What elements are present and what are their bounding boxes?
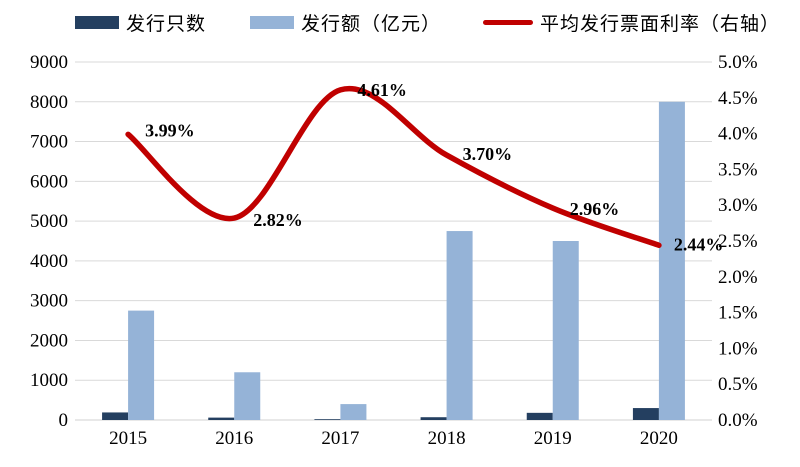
right-axis-tick-label: 3.5%	[718, 159, 758, 180]
issue-count-bar	[208, 417, 235, 420]
legend-item-issue-amount: 发行额（亿元）	[250, 10, 442, 35]
left-axis-tick-label: 2000	[30, 330, 68, 351]
issue-amount-bar	[658, 101, 685, 421]
issue-count-bar	[526, 412, 553, 420]
coupon-rate-point-label: 3.99%	[145, 120, 195, 140]
coupon-rate-point-label: 2.96%	[570, 199, 620, 219]
issue-amount-swatch-icon	[250, 15, 294, 29]
left-axis-tick-label: 4000	[30, 251, 68, 272]
coupon-rate-point-label: 4.61%	[357, 80, 407, 100]
right-axis-tick-label: 0.0%	[718, 410, 758, 431]
legend-item-coupon-rate: 平均发行票面利率（右轴）	[483, 10, 781, 35]
issue-count-swatch-icon	[75, 15, 119, 29]
left-axis-tick-label: 1000	[30, 370, 68, 391]
right-axis-tick-label: 4.0%	[718, 124, 758, 145]
issue-amount-bar	[340, 404, 367, 420]
legend-label-coupon-rate: 平均发行票面利率（右轴）	[540, 13, 781, 35]
right-axis-tick-label: 2.5%	[718, 231, 758, 252]
x-axis-tick-label: 2018	[428, 428, 466, 449]
x-axis-tick-label: 2019	[534, 428, 572, 449]
left-axis-tick-label: 7000	[30, 132, 68, 153]
right-axis-tick-label: 1.0%	[718, 338, 758, 359]
issue-count-bar	[420, 417, 447, 420]
left-axis-tick-label: 5000	[30, 211, 68, 232]
issue-count-bar	[102, 412, 129, 420]
left-axis-tick-label: 0	[59, 410, 69, 431]
right-axis-tick-label: 5.0%	[718, 52, 758, 73]
coupon-rate-point-label: 2.82%	[253, 210, 303, 230]
issue-count-bar	[314, 419, 341, 421]
legend-label-issue-count: 发行只数	[126, 13, 207, 35]
issue-count-bar	[632, 408, 659, 420]
coupon-rate-point-label: 3.70%	[463, 144, 513, 164]
coupon-rate-point-label: 2.44%	[674, 234, 724, 254]
right-axis-tick-label: 3.0%	[718, 195, 758, 216]
issue-amount-bar	[128, 310, 155, 420]
x-axis-tick-label: 2016	[215, 428, 253, 449]
coupon-rate-line	[125, 85, 662, 249]
issue-amount-bar	[234, 372, 261, 420]
issue-amount-bar	[552, 241, 579, 420]
legend-label-issue-amount: 发行额（亿元）	[301, 13, 442, 35]
issue-amount-bar	[446, 231, 473, 420]
legend-item-issue-count: 发行只数	[75, 10, 207, 35]
right-axis-tick-label: 0.5%	[718, 374, 758, 395]
left-axis-tick-label: 6000	[30, 171, 68, 192]
left-axis-tick-label: 8000	[30, 92, 68, 113]
coupon-rate-swatch-icon	[483, 19, 533, 25]
right-axis-tick-label: 1.5%	[718, 303, 758, 324]
x-axis-tick-label: 2017	[321, 428, 359, 449]
x-axis-tick-label: 2020	[640, 428, 678, 449]
right-axis-tick-label: 2.0%	[718, 267, 758, 288]
left-axis-tick-label: 9000	[30, 52, 68, 73]
x-axis-tick-label: 2015	[109, 428, 147, 449]
right-axis-tick-label: 4.5%	[718, 88, 758, 109]
left-axis-tick-label: 3000	[30, 291, 68, 312]
